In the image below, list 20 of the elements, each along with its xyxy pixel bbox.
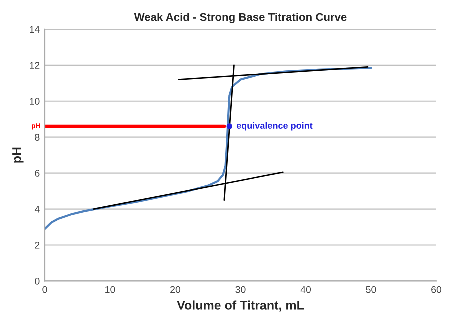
- y-tick-label: 10: [30, 98, 40, 105]
- y-tick-label: 14: [30, 26, 40, 33]
- y-tick-label: 2: [35, 242, 40, 249]
- y-axis-title: pH: [12, 148, 24, 163]
- y-tick-label: 4: [34, 206, 40, 213]
- y-tick-label: 12: [30, 62, 40, 69]
- x-tick-label: 20: [170, 286, 181, 294]
- annotation: equivalence point: [236, 122, 313, 131]
- x-tick-label: 40: [300, 286, 312, 294]
- x-tick-label: 0: [42, 286, 48, 294]
- chart-title: Weak Acid - Strong Base Titration Curve: [134, 13, 347, 24]
- y-tick-label: 8: [35, 134, 40, 141]
- x-tick-label: 60: [432, 286, 442, 294]
- x-axis-title: Volume of Titrant, mL: [177, 300, 304, 312]
- x-tick-label: 30: [236, 286, 246, 294]
- y-tick-label: 0: [35, 278, 40, 285]
- x-tick-label: 50: [366, 286, 376, 294]
- y-tick-label: 6: [35, 170, 40, 177]
- line-series: [45, 67, 372, 230]
- x-tick-label: 10: [106, 286, 116, 294]
